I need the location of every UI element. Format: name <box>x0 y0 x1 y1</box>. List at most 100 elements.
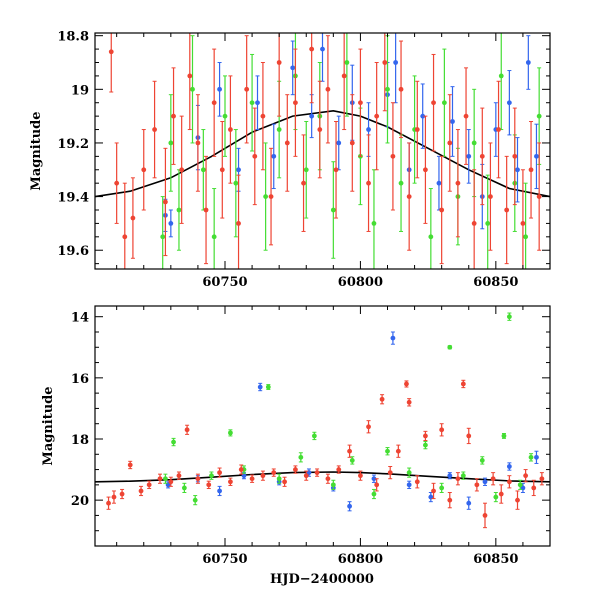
top-data-point <box>301 180 306 186</box>
top-series-1-point-28 <box>523 182 529 269</box>
bottom-data-point <box>482 513 488 518</box>
top-data-point <box>219 167 225 173</box>
top-series-0-point-14 <box>393 33 399 104</box>
bottom-series-2-point-14 <box>238 464 244 475</box>
top-data-point <box>506 100 512 106</box>
top-data-point <box>431 100 436 106</box>
bottom-data-point <box>517 482 523 488</box>
bottom-data-point <box>371 476 377 482</box>
top-data-point <box>284 140 290 146</box>
top-panel-data-layer <box>108 33 542 269</box>
bottom-data-point <box>379 396 385 402</box>
bottom-data-point <box>423 433 428 439</box>
top-series-2-point-41 <box>447 94 453 192</box>
top-data-point <box>371 221 377 226</box>
bottom-ytick-label: 16 <box>71 372 89 387</box>
bottom-data-point <box>192 497 198 503</box>
top-data-point <box>336 140 342 146</box>
bottom-data-point <box>138 488 144 494</box>
top-series-0-point-18 <box>450 86 455 157</box>
top-series-1-point-22 <box>441 48 447 157</box>
bottom-panel: 60750 60800 60850 14 16 18 20 Magnitude HJD−24… <box>41 305 551 587</box>
top-data-point <box>163 199 168 205</box>
bottom-data-point <box>314 470 320 476</box>
top-data-point <box>420 113 426 119</box>
bottom-series-2-point-10 <box>195 473 201 484</box>
bottom-data-point <box>276 476 282 482</box>
bottom-series-2-point-39 <box>460 379 466 389</box>
bottom-data-point <box>447 473 453 479</box>
bottom-data-point <box>325 476 331 482</box>
top-xtick-label: 60750 <box>202 275 247 290</box>
bottom-series-1-point-16 <box>423 440 428 450</box>
bottom-xtick-label: 60800 <box>338 552 383 567</box>
top-series-2-point-2 <box>122 182 128 269</box>
top-series-1-point-9 <box>263 142 269 251</box>
top-data-point <box>260 113 266 119</box>
top-data-point <box>268 194 274 199</box>
bottom-data-point <box>257 384 263 390</box>
bottom-data-point <box>506 464 512 469</box>
bottom-data-point <box>184 427 190 433</box>
bottom-panel-ylabel: Magnitude <box>41 386 56 465</box>
top-data-point <box>515 167 520 173</box>
top-data-point <box>317 127 323 132</box>
top-series-2-point-18 <box>260 62 266 171</box>
top-series-2-point-45 <box>479 107 485 206</box>
top-series-2-point-0 <box>108 33 114 93</box>
top-series-2-point-28 <box>341 33 347 131</box>
bottom-data-point <box>311 433 317 439</box>
top-series-1-point-14 <box>330 161 336 259</box>
top-data-point <box>195 140 201 146</box>
top-series-1-point-15 <box>344 33 350 117</box>
bottom-series-2-point-42 <box>482 502 488 529</box>
top-series-2-point-47 <box>496 80 501 179</box>
bottom-series-2-point-25 <box>358 470 363 481</box>
top-series-0-point-10 <box>336 115 342 171</box>
top-series-2-point-43 <box>463 67 469 165</box>
bottom-series-0-point-18 <box>534 450 539 464</box>
top-data-point <box>187 73 193 79</box>
top-series-2-point-12 <box>211 48 217 157</box>
top-data-point <box>152 127 157 132</box>
top-data-point <box>252 153 258 159</box>
bottom-data-point <box>347 448 352 454</box>
bottom-series-1-point-12 <box>349 456 355 465</box>
top-data-point <box>374 113 380 119</box>
top-series-1-point-8 <box>249 53 255 152</box>
top-series-2-point-9 <box>187 33 193 131</box>
bottom-data-point <box>460 473 466 479</box>
bottom-panel-xlabel: HJD−2400000 <box>270 572 374 587</box>
top-data-point <box>236 167 241 173</box>
top-data-point <box>320 46 325 52</box>
bottom-series-0-point-16 <box>506 462 512 471</box>
top-series-2-point-13 <box>219 121 225 219</box>
top-series-1-point-2 <box>176 169 182 251</box>
top-data-point <box>536 113 542 119</box>
bottom-series-1-point-15 <box>406 467 412 478</box>
bottom-panel-frame <box>94 305 551 547</box>
bottom-series-1-point-18 <box>447 344 453 350</box>
bottom-ytick-label: 20 <box>71 494 89 509</box>
top-series-0-point-19 <box>466 129 472 184</box>
top-data-point <box>504 207 510 213</box>
bottom-data-point <box>531 485 537 491</box>
top-data-point <box>466 153 472 159</box>
top-data-point <box>236 221 241 226</box>
bottom-series-2-point-7 <box>168 476 174 487</box>
top-series-2-point-23 <box>301 134 306 232</box>
bottom-series-2-point-8 <box>176 471 182 480</box>
bottom-series-0-point-15 <box>482 477 488 486</box>
top-data-point <box>406 194 412 199</box>
bottom-ytick-label: 14 <box>71 311 89 326</box>
top-series-1-point-19 <box>398 134 404 232</box>
top-series-1-point-0 <box>160 196 166 269</box>
bottom-data-point <box>460 381 466 387</box>
bottom-data-point <box>406 470 412 476</box>
bottom-series-1-point-25 <box>528 453 534 462</box>
top-data-point <box>168 140 174 146</box>
top-data-point <box>498 73 504 79</box>
top-series-1-point-26 <box>498 33 504 131</box>
top-data-point <box>130 215 136 221</box>
top-data-point <box>366 127 371 132</box>
